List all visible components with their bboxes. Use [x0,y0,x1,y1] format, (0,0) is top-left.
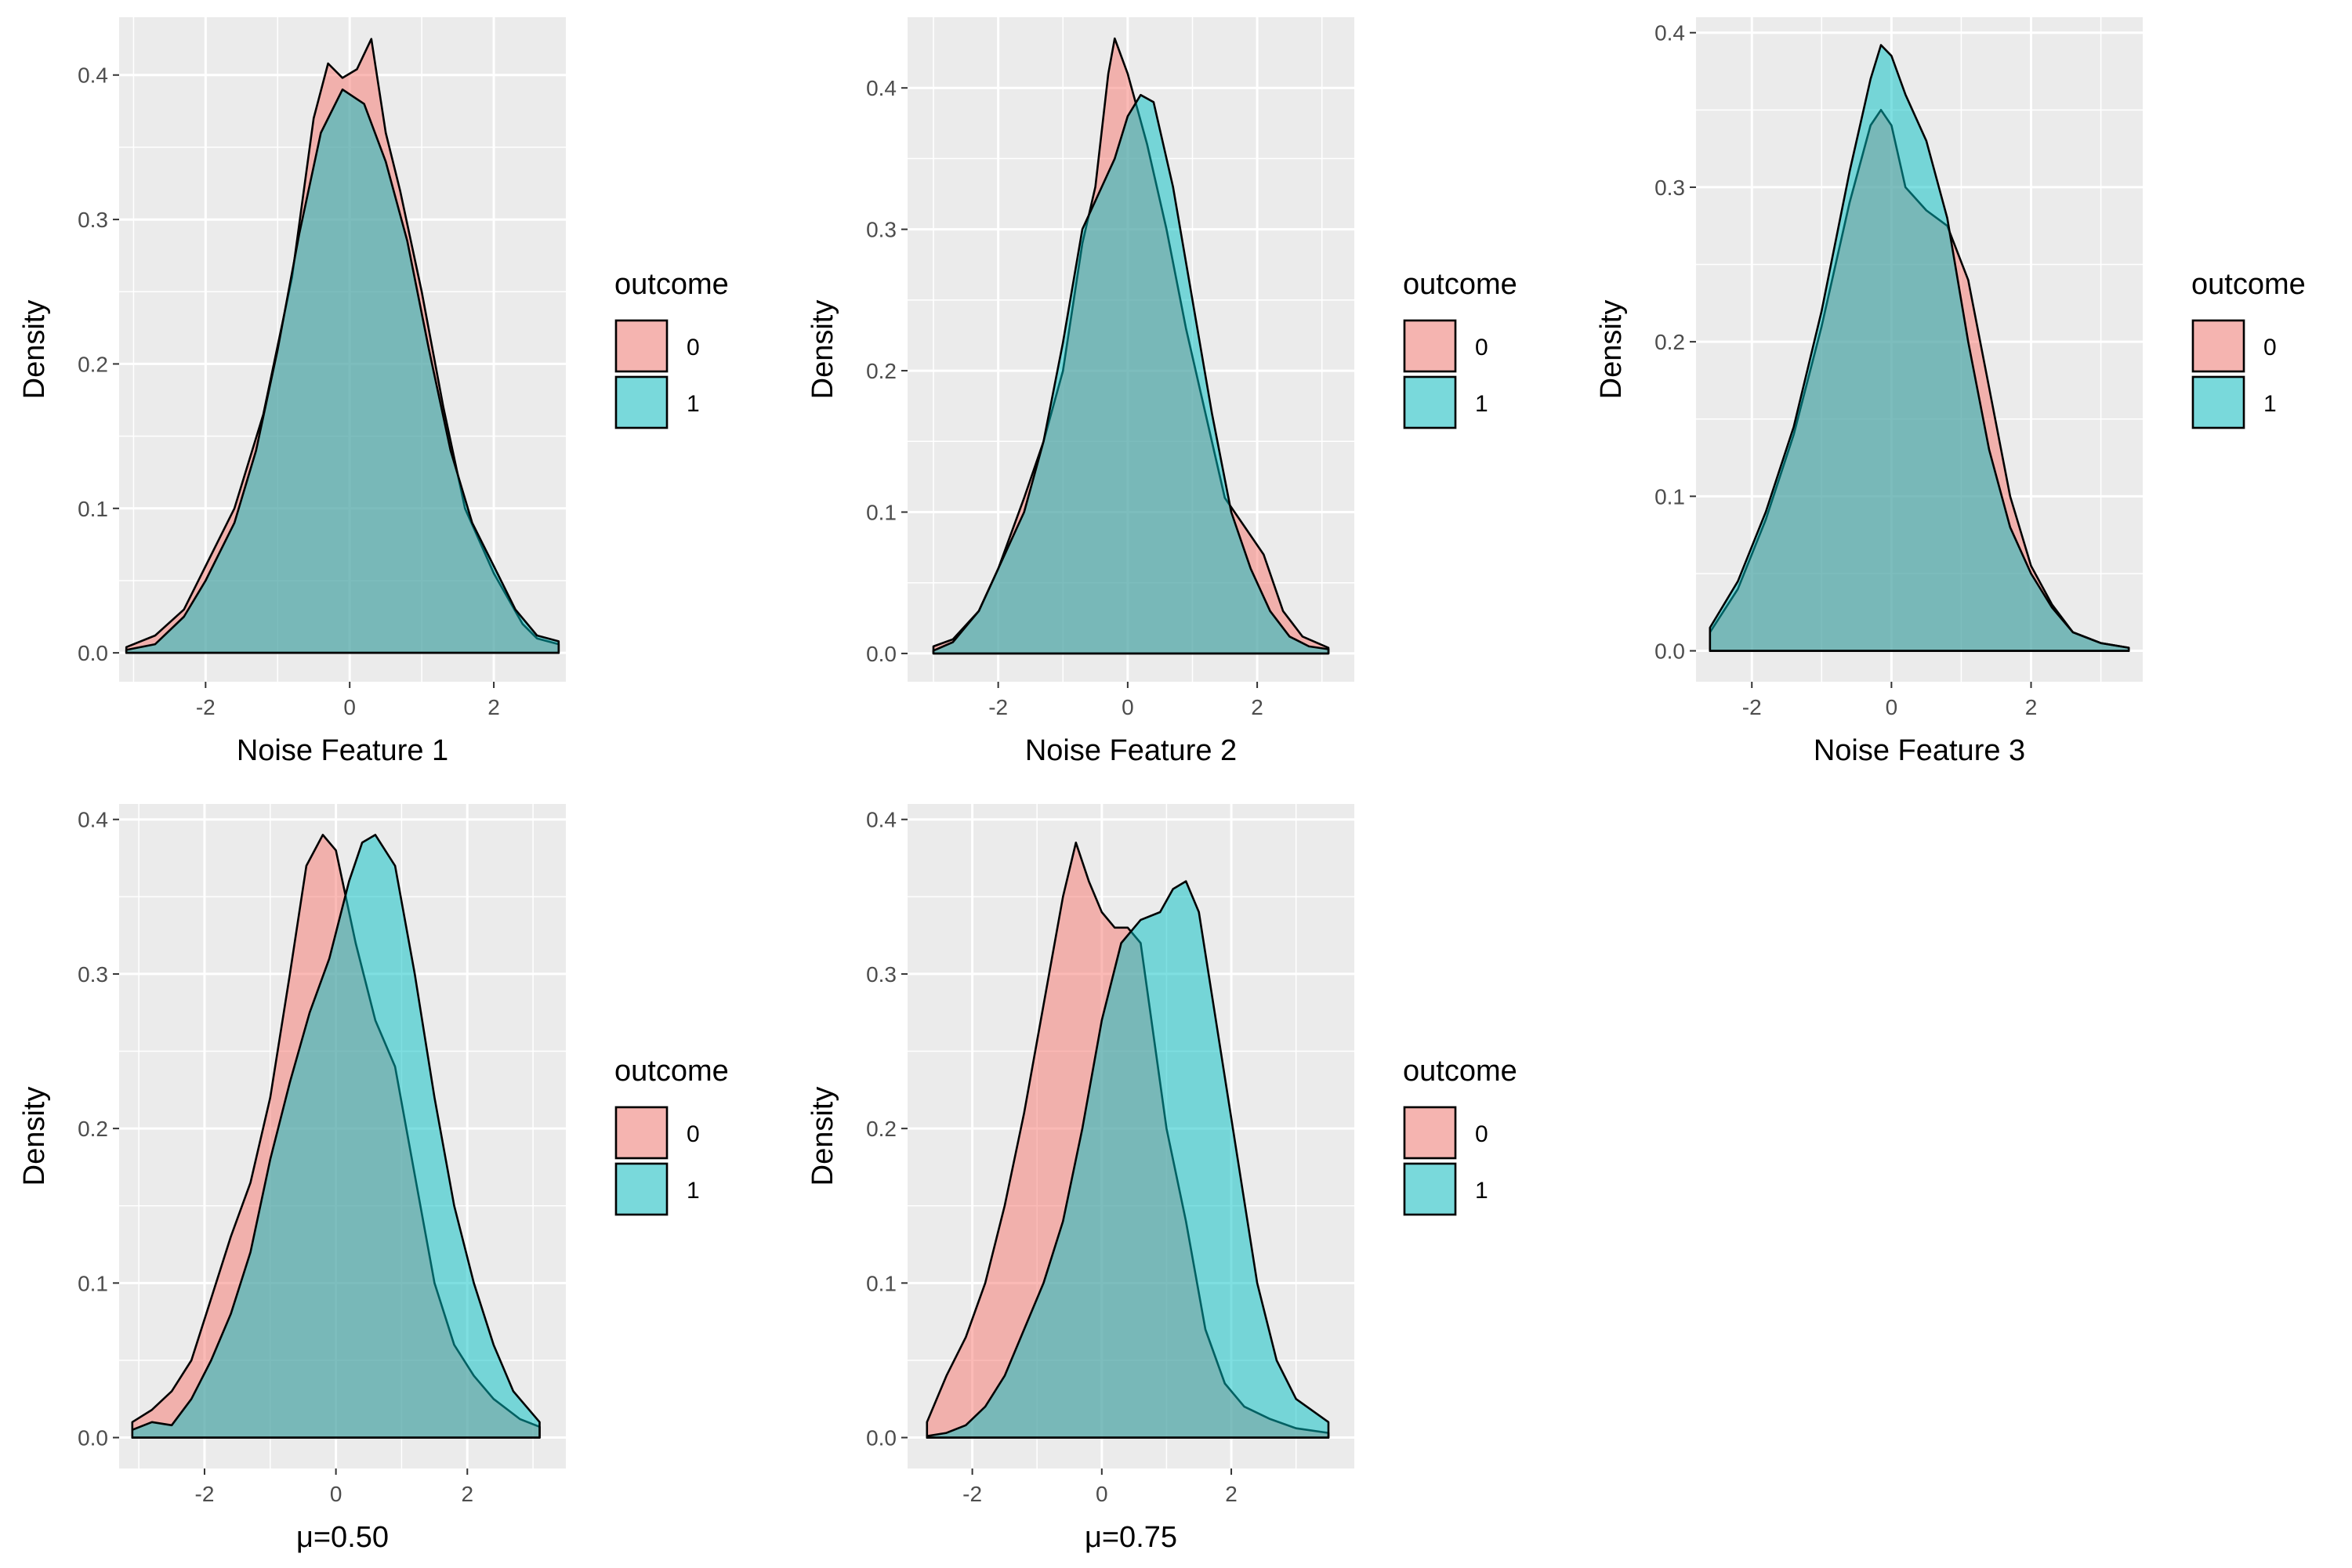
x-tick-label: -2 [196,695,216,719]
density-panel-1: 0.0 0.1 0.2 0.3 0.4 -2 0 2 Noise Feature 1 Densit… [18,17,729,767]
legend-swatch-outcome-1 [1403,375,1457,429]
x-tick-label: -2 [988,695,1008,719]
y-tick-label: 0.4 [866,76,897,100]
y-tick-label: 0.0 [78,641,108,665]
y-tick-label: 0.0 [78,1426,108,1450]
legend-label: 1 [1475,391,1488,417]
y-axis-title: Density [18,1087,51,1186]
x-tick-label: -2 [1742,695,1762,719]
legend-swatch-outcome-0 [614,1106,669,1160]
density-area-outcome-1 [125,88,560,654]
legend: outcome 0 1 [1403,1055,1517,1216]
density-panel-2: 0.0 0.1 0.2 0.3 0.4 -2 0 2 Noise Feature 2 Densit… [806,17,1517,767]
legend-swatch-outcome-1 [2191,375,2245,429]
legend-title: outcome [2191,268,2306,301]
legend-swatch-outcome-1 [1403,1162,1457,1216]
x-tick-label: 2 [2025,695,2038,719]
legend-label: 0 [687,1121,700,1147]
legend: outcome 0 1 [2191,268,2306,429]
y-axis-title: Density [806,1087,839,1186]
density-area-outcome-1 [131,834,541,1439]
y-tick-label: 0.4 [78,808,108,832]
x-tick-label: 2 [1225,1482,1238,1506]
legend-label: 0 [687,335,700,360]
legend-swatch-outcome-0 [1403,319,1457,373]
x-tick-label: 0 [343,695,356,719]
y-tick-label: 0.2 [78,352,108,376]
legend-swatch-outcome-0 [1403,1106,1457,1160]
legend: outcome 0 1 [1403,268,1517,429]
density-panel-4: 0.0 0.1 0.2 0.3 0.4 -2 0 2 μ=0.50 Density outcome 0… [18,804,729,1554]
y-axis-title: Density [18,300,51,400]
density-panel-5: 0.0 0.1 0.2 0.3 0.4 -2 0 2 μ=0.75 Density outcome 0… [806,804,1517,1554]
y-tick-label: 0.4 [78,63,108,88]
y-tick-label: 0.2 [78,1117,108,1141]
legend-title: outcome [1403,268,1517,301]
legend-label: 1 [2263,391,2277,417]
legend-swatch-outcome-1 [614,1162,669,1216]
legend: outcome 0 1 [614,268,729,429]
y-tick-label: 0.1 [1654,484,1685,509]
x-axis-title: μ=0.75 [1085,1521,1177,1554]
y-tick-label: 0.1 [78,497,108,521]
x-tick-label: 2 [461,1482,473,1506]
legend-title: outcome [614,1055,729,1088]
x-axis-title: μ=0.50 [296,1521,389,1554]
density-area-outcome-1 [1709,44,2130,652]
y-tick-label: 0.1 [866,500,897,524]
x-tick-label: -2 [962,1482,982,1506]
y-tick-label: 0.2 [866,359,897,383]
y-axis-title: Density [1595,300,1628,400]
x-tick-label: 0 [330,1482,342,1506]
x-axis-title: Noise Feature 3 [1814,734,2025,767]
y-tick-label: 0.2 [866,1117,897,1141]
legend-label: 0 [1475,335,1488,360]
x-tick-label: 0 [1096,1482,1108,1506]
y-tick-label: 0.0 [866,642,897,666]
y-tick-label: 0.3 [78,208,108,232]
legend-swatch-outcome-0 [2191,319,2245,373]
y-tick-label: 0.3 [866,218,897,242]
y-tick-label: 0.1 [866,1271,897,1295]
legend-swatch-outcome-1 [614,375,669,429]
x-axis-title: Noise Feature 2 [1025,734,1237,767]
legend-title: outcome [614,268,729,301]
y-tick-label: 0.0 [866,1426,897,1450]
x-tick-label: 0 [1886,695,1898,719]
y-axis-title: Density [806,300,839,400]
y-tick-label: 0.3 [866,962,897,987]
legend-label: 1 [1475,1178,1488,1204]
x-tick-label: 2 [1251,695,1263,719]
y-tick-label: 0.1 [78,1271,108,1295]
y-tick-label: 0.2 [1654,330,1685,354]
legend-title: outcome [1403,1055,1517,1088]
density-area-outcome-1 [932,93,1330,655]
x-tick-label: 2 [487,695,500,719]
y-tick-label: 0.3 [1654,176,1685,200]
x-axis-title: Noise Feature 1 [237,734,448,767]
x-tick-label: 0 [1122,695,1134,719]
y-tick-label: 0.0 [1654,639,1685,664]
y-tick-label: 0.3 [78,962,108,987]
y-tick-label: 0.4 [866,808,897,832]
y-tick-label: 0.4 [1654,21,1685,45]
legend-label: 0 [2263,335,2277,360]
legend-swatch-outcome-0 [614,319,669,373]
x-tick-label: -2 [195,1482,215,1506]
legend-label: 1 [687,391,700,417]
density-area-outcome-1 [926,880,1330,1439]
legend: outcome 0 1 [614,1055,729,1216]
legend-label: 1 [687,1178,700,1204]
legend-label: 0 [1475,1121,1488,1147]
